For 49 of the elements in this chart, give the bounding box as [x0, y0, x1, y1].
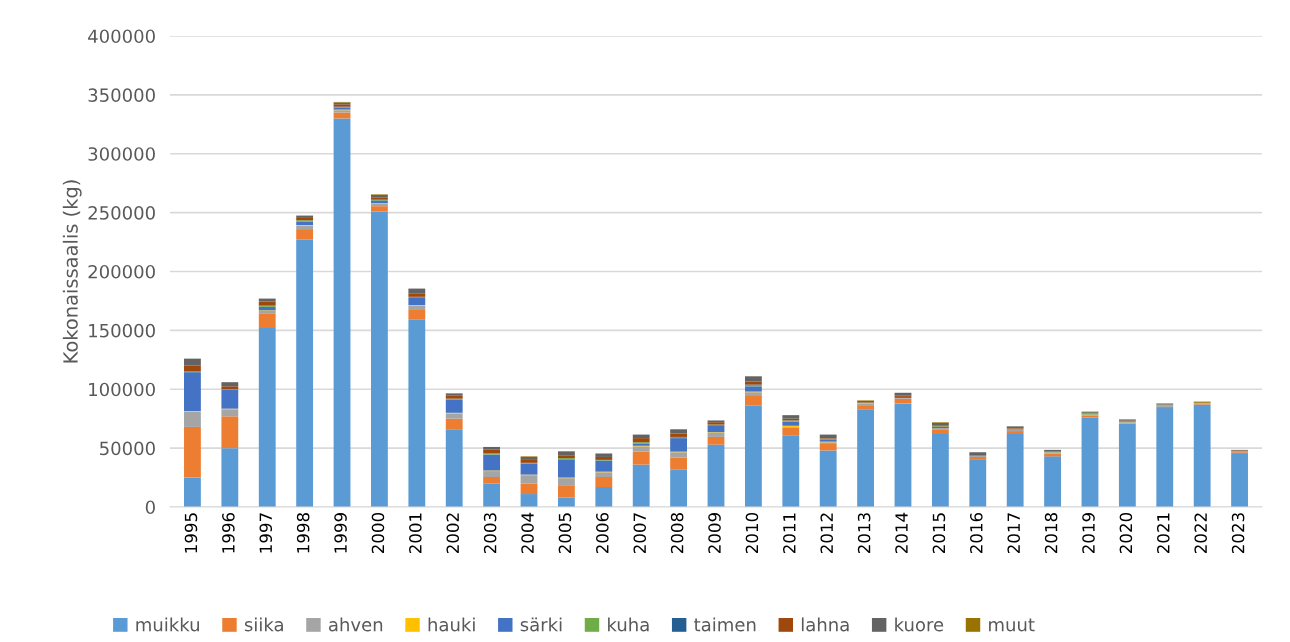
x-tick-label: 2009 [708, 513, 721, 554]
legend-label: särki [520, 617, 562, 632]
x-tick-label: 2019 [1082, 513, 1095, 554]
x-tick-label: 2002 [446, 513, 460, 554]
y-tick-label: 0 [145, 500, 155, 515]
y-tick-label: 400000 [88, 29, 155, 44]
x-tick-label: 1996 [222, 512, 235, 553]
x-tick-label: 2017 [1007, 513, 1021, 554]
y-tick-label: 350000 [88, 88, 155, 102]
x-tick-label: 2020 [1119, 512, 1133, 554]
legend-label: lahna [801, 617, 849, 632]
y-tick-label: 100000 [89, 382, 155, 397]
legend-label: muikku [136, 617, 199, 632]
y-axis-title: Kokonaissaalis (kg) [62, 180, 82, 363]
x-tick-label: 2012 [820, 513, 834, 554]
x-tick-label: 2015 [932, 513, 946, 554]
x-tick-label: 2013 [857, 513, 871, 554]
x-tick-label: 1997 [259, 513, 273, 553]
x-tick-label: 2000 [371, 512, 385, 554]
legend-label: kuha [608, 617, 649, 632]
legend-label: hauki [428, 617, 475, 632]
x-tick-label: 2023 [1231, 513, 1245, 554]
y-tick-label: 300000 [88, 147, 155, 161]
x-tick-label: 2008 [670, 513, 684, 554]
x-tick-label: 1999 [334, 513, 347, 553]
x-tick-label: 1995 [184, 513, 198, 553]
x-tick-label: 2001 [409, 513, 422, 554]
x-tick-label: 2021 [1157, 513, 1170, 554]
y-tick-label: 50000 [100, 441, 155, 456]
x-tick-label: 2014 [895, 512, 908, 554]
x-tick-label: 2018 [1044, 513, 1058, 554]
x-tick-label: 2004 [521, 512, 534, 554]
x-tick-label: 2005 [558, 513, 572, 554]
y-tick-label: 200000 [88, 264, 155, 279]
x-tick-label: 2011 [783, 513, 796, 554]
y-tick-label: 150000 [89, 323, 155, 338]
legend-label: ahven [328, 617, 383, 632]
x-tick-label: 2003 [483, 513, 497, 554]
legend-label: kuore [895, 617, 944, 632]
legend-label: taimen [694, 617, 756, 632]
x-tick-label: 2006 [596, 512, 609, 554]
y-tick-label: 250000 [88, 206, 155, 220]
x-tick-label: 2007 [633, 513, 647, 554]
x-tick-label: 2010 [745, 512, 759, 554]
legend-label: siika [244, 617, 283, 632]
x-tick-label: 1998 [296, 513, 310, 553]
x-tick-label: 2022 [1194, 513, 1207, 554]
legend-label: muut [989, 618, 1035, 632]
x-tick-label: 2016 [970, 512, 983, 554]
